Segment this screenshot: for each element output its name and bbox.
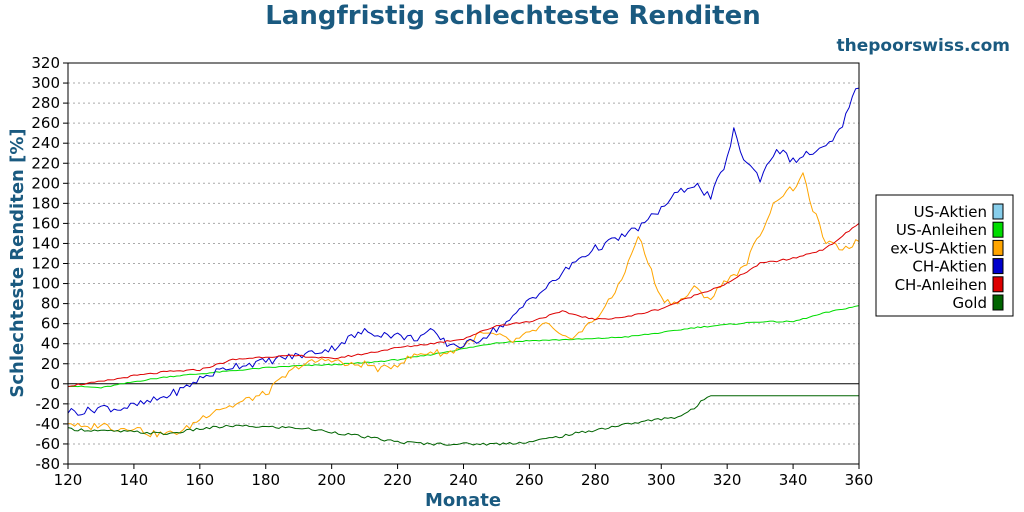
x-tick-label: 340 (779, 471, 808, 489)
x-tick-label: 360 (845, 471, 874, 489)
plot-frame (67, 62, 860, 465)
y-tick-label: 60 (41, 315, 60, 333)
legend-label: CH-Anleihen (895, 276, 987, 294)
legend: US-AktienUS-Anleihenex-US-AktienCH-Aktie… (875, 194, 1014, 317)
y-tick-label: 40 (41, 335, 60, 353)
x-tick-label: 320 (713, 471, 742, 489)
legend-box (875, 194, 1014, 317)
axes: -80 -60 -40 -20 0 20 40 60 80 100 120 140 160 180 200 2… (31, 54, 873, 489)
legend-label: US-Aktien (914, 203, 987, 221)
x-tick-label: 280 (581, 471, 610, 489)
legend-swatch (992, 203, 1004, 220)
y-tick-label: -20 (36, 395, 61, 413)
chart-title: Langfristig schlechteste Renditen (265, 1, 761, 31)
y-tick-label: 140 (31, 234, 60, 252)
legend-label: Gold (953, 294, 988, 312)
x-tick-label: 300 (647, 471, 676, 489)
legend-swatch (992, 239, 1004, 256)
x-tick-label: 140 (120, 471, 149, 489)
series-line-ch-anleihen (67, 223, 860, 388)
y-tick-label: 0 (50, 375, 60, 393)
legend-label: CH-Aktien (912, 258, 987, 276)
y-tick-label: 220 (31, 154, 60, 172)
legend-label: US-Anleihen (896, 221, 987, 239)
y-tick-label: -40 (36, 415, 61, 433)
x-tick-label: 240 (449, 471, 478, 489)
y-tick-label: 120 (31, 255, 60, 273)
y-tick-label: 240 (31, 134, 60, 152)
y-tick-label: 260 (31, 114, 60, 132)
x-tick-label: 260 (515, 471, 544, 489)
x-tick-label: 160 (186, 471, 215, 489)
y-tick-label: 180 (31, 194, 60, 212)
legend-swatch (992, 221, 1004, 238)
legend-swatch (992, 294, 1004, 311)
series-line-ch-aktien (67, 87, 860, 416)
legend-label: ex-US-Aktien (890, 239, 987, 257)
y-tick-label: 20 (41, 355, 60, 373)
y-tick-label: 300 (31, 74, 60, 92)
watermark: thepoorswiss.com (837, 36, 1011, 56)
series-lines (67, 87, 860, 446)
legend-swatch (992, 258, 1004, 275)
x-tick-label: 220 (383, 471, 412, 489)
y-axis-title: Schlechteste Renditen [%] (7, 128, 28, 397)
y-tick-label: 160 (31, 214, 60, 232)
series-line-us-anleihen (67, 305, 860, 389)
x-tick-label: 200 (317, 471, 346, 489)
legend-swatch (992, 276, 1004, 293)
y-tick-label: 320 (31, 54, 60, 72)
grid (68, 82, 859, 445)
x-tick-label: 180 (251, 471, 280, 489)
y-tick-label: -60 (36, 435, 61, 453)
y-tick-label: 280 (31, 94, 60, 112)
series-line-ex-us-aktien (67, 172, 860, 438)
y-tick-label: 100 (31, 275, 60, 293)
y-tick-label: -80 (36, 455, 61, 473)
series-line-gold (67, 395, 859, 446)
x-axis-title: Monate (425, 490, 501, 511)
y-tick-label: 80 (41, 295, 60, 313)
x-tick-label: 120 (54, 471, 83, 489)
y-tick-label: 200 (31, 174, 60, 192)
